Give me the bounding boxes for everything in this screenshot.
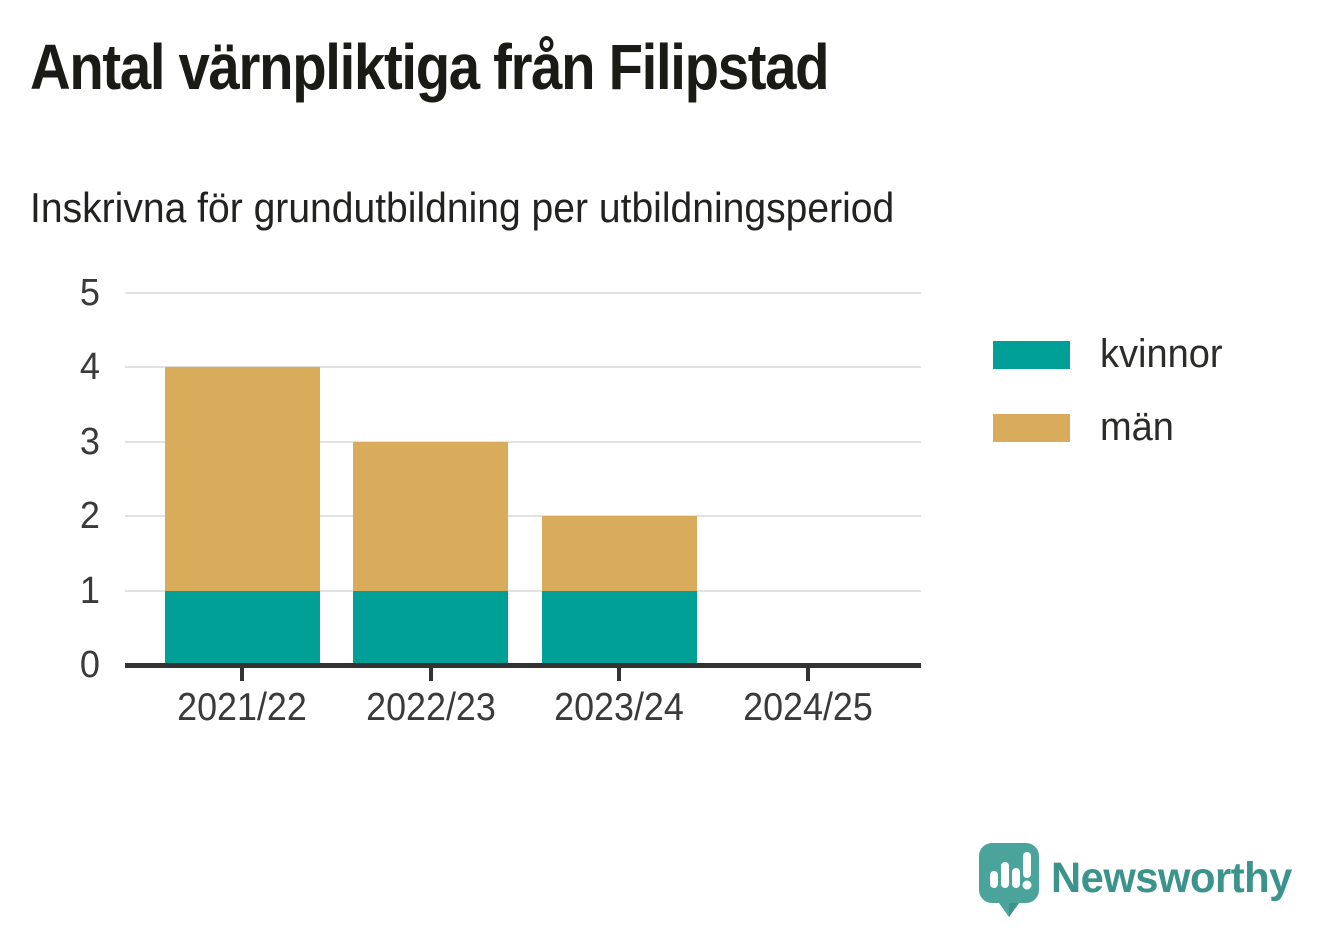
legend-item-kvinnor: kvinnor — [993, 332, 1229, 377]
branding: Newsworthy — [977, 841, 1299, 919]
gridline-y-5 — [125, 292, 921, 294]
legend: kvinnor män — [993, 332, 1229, 450]
y-tick-label-4: 4 — [79, 346, 100, 389]
bar-män-2021/22 — [164, 367, 320, 591]
x-tick-2022/23 — [428, 665, 433, 681]
x-tick-2023/24 — [617, 665, 622, 681]
y-tick-label-0: 0 — [79, 644, 100, 686]
x-tick-label-2022/23: 2022/23 — [365, 686, 496, 729]
bar-kvinnor-2022/23 — [353, 590, 509, 665]
bar-kvinnor-2021/22 — [164, 590, 320, 665]
gridline-y-1 — [125, 589, 921, 592]
y-tick-label-5: 5 — [79, 272, 100, 314]
legend-label-kvinnor: kvinnor — [1100, 332, 1223, 376]
legend-item-man: män — [993, 405, 1229, 450]
y-tick-label-2: 2 — [79, 495, 100, 538]
chart-subtitle: Inskrivna för grundutbildning per utbild… — [30, 184, 895, 231]
x-tick-2024/25 — [805, 665, 810, 681]
gridline-y-3 — [125, 440, 921, 443]
x-tick-label-2023/24: 2023/24 — [554, 686, 685, 729]
legend-swatch-man — [993, 413, 1070, 442]
x-tick-label-2021/22: 2021/22 — [177, 686, 308, 729]
y-tick-label-1: 1 — [79, 569, 100, 612]
brand-name: Newsworthy — [1051, 854, 1292, 902]
y-tick-label-3: 3 — [79, 420, 100, 463]
bar-kvinnor-2023/24 — [541, 590, 697, 665]
legend-label-man: män — [1100, 405, 1174, 449]
x-axis-line — [125, 663, 921, 668]
gridline-y-4 — [125, 366, 921, 369]
x-tick-label-2024/25: 2024/25 — [742, 686, 873, 729]
bar-män-2022/23 — [353, 441, 509, 591]
chart-title: Antal värnpliktiga från Filipstad — [30, 31, 830, 103]
bar-män-2023/24 — [541, 516, 697, 591]
legend-swatch-kvinnor — [993, 340, 1070, 369]
x-tick-2021/22 — [240, 665, 245, 681]
newsworthy-speech-bubble-chart-icon — [979, 843, 1039, 917]
gridline-y-2 — [125, 515, 921, 518]
